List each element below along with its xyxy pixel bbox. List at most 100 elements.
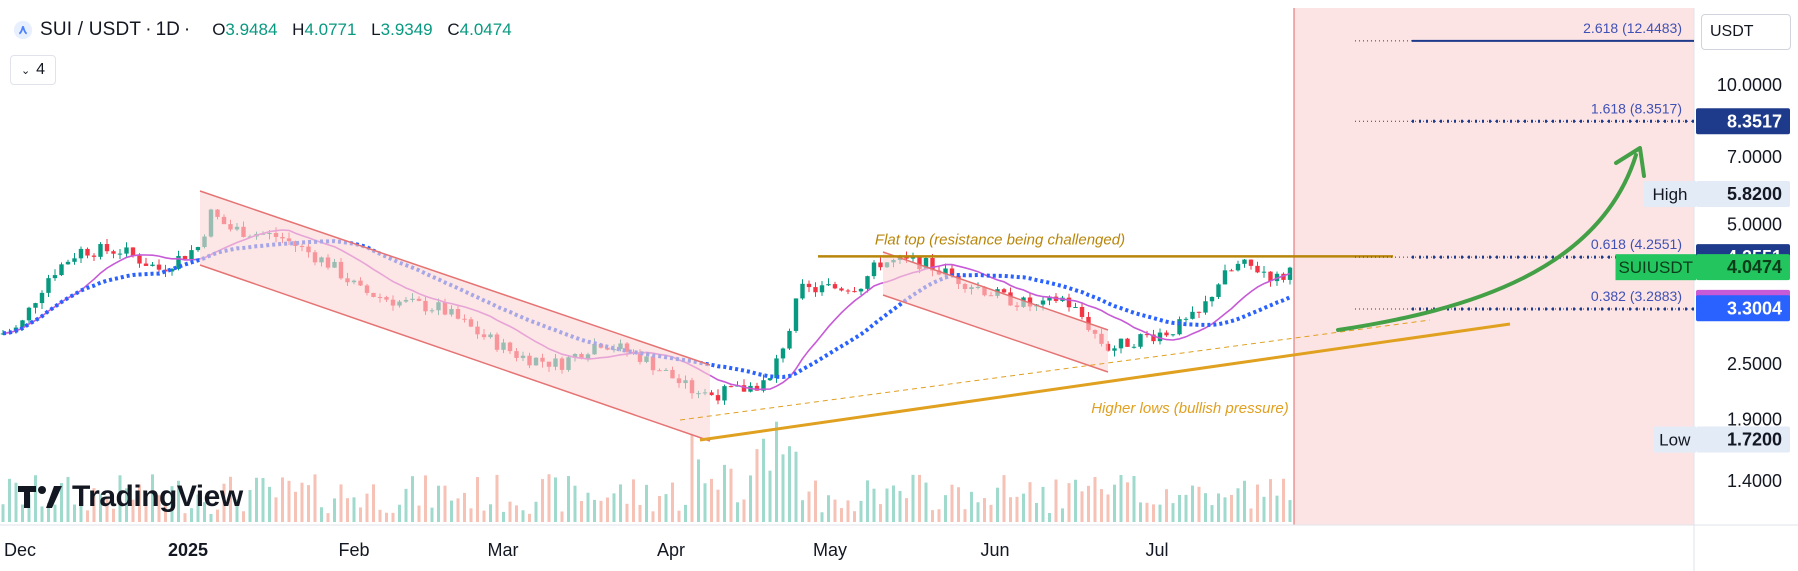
candle-body (754, 385, 760, 391)
low-value: 3.9349 (380, 20, 433, 39)
x-tick-label: Jun (980, 540, 1009, 560)
volume-bar (1236, 488, 1240, 522)
volume-bar (697, 459, 700, 522)
volume-bar (1041, 486, 1045, 522)
volume-bar (528, 513, 531, 522)
price-badge-label: SUIUSDT (1618, 258, 1693, 277)
volume-bar (1269, 479, 1272, 522)
volume-bar (92, 488, 96, 522)
volume-bar (651, 511, 655, 522)
timeframe[interactable]: 1D (155, 19, 180, 40)
candle-body (871, 262, 877, 277)
candle-body (1248, 259, 1254, 266)
candle-body (189, 250, 194, 260)
symbol-name[interactable]: SUI / USDT (40, 19, 142, 40)
volume-bar (196, 494, 200, 522)
volume-bar (1126, 482, 1129, 522)
volume-bar (950, 484, 954, 522)
volume-bar (339, 484, 343, 522)
candle-body (1229, 270, 1234, 272)
x-tick-label: Apr (657, 540, 685, 560)
volume-bar (508, 501, 512, 522)
candle-body (858, 288, 864, 292)
candle-body (156, 264, 162, 270)
volume-bar (645, 484, 648, 522)
volume-bar (918, 474, 921, 522)
volume-bar (456, 498, 460, 522)
volume-bar (300, 482, 304, 522)
candle-body (33, 303, 38, 308)
candle-body (1177, 319, 1182, 335)
volume-bar (1113, 484, 1116, 522)
candle-body (878, 262, 883, 268)
volume-bar (274, 497, 278, 522)
candle-body (1125, 338, 1130, 347)
volume-bar (450, 500, 453, 522)
candle-body (137, 255, 142, 264)
tradingview-wordmark: TradingView (72, 480, 243, 513)
candle-body (1261, 271, 1267, 273)
volume-bar (1002, 475, 1006, 522)
volume-bar (866, 480, 869, 522)
volume-bar (541, 479, 544, 522)
volume-bar (99, 494, 102, 522)
volume-bar (177, 480, 180, 522)
volume-bar (677, 510, 681, 522)
volume-bar (924, 482, 928, 522)
candle-body (793, 298, 799, 331)
volume-bar (892, 485, 895, 522)
volume-bar (151, 474, 154, 522)
volume-bar (138, 484, 141, 522)
candle-body (761, 380, 766, 391)
candle-body (917, 256, 922, 270)
candle-body (1118, 338, 1124, 349)
candle-body (1066, 297, 1072, 308)
volume-bar (346, 498, 349, 522)
candle-body (722, 386, 727, 401)
volume-bar (320, 507, 323, 522)
volume-bar (287, 480, 291, 522)
candle-body (1138, 334, 1143, 347)
volume-bar (105, 496, 109, 522)
y-tick-label: 10.0000 (1717, 75, 1782, 95)
channel-lower-line (882, 294, 1109, 373)
candle-body (111, 251, 116, 254)
volume-bar (53, 504, 57, 522)
volume-bar (1035, 502, 1038, 522)
volume-bar (424, 475, 427, 522)
volume-bar (1191, 485, 1194, 522)
candle-body (1027, 297, 1033, 307)
indicators-toggle-button[interactable]: ⌄ 4 (10, 55, 56, 85)
volume-bar (625, 503, 629, 522)
volume-bar (391, 512, 395, 522)
volume-bar (125, 488, 128, 522)
volume-bar (742, 499, 746, 522)
volume-bar (14, 482, 18, 522)
volume-bar (352, 497, 356, 522)
price-badge-label: Low (1659, 431, 1691, 450)
volume-bar (60, 483, 63, 522)
volume-bar (411, 476, 414, 522)
sui-logo-icon (13, 20, 33, 40)
candle-body (728, 386, 734, 388)
volume-bar (879, 504, 882, 522)
candle-body (839, 288, 844, 291)
volume-bar (1139, 502, 1142, 522)
currency-button[interactable]: USDT (1701, 14, 1791, 50)
volume-bar (905, 498, 908, 522)
higher-lows-annotation: Higher lows (bullish pressure) (1091, 400, 1289, 417)
volume-bar (21, 504, 24, 522)
candle-body (1196, 311, 1202, 313)
volume-bar (1288, 500, 1292, 522)
volume-bar (1243, 480, 1246, 522)
volume-bar (872, 488, 876, 522)
volume-bar (463, 492, 466, 522)
volume-bar (976, 502, 980, 522)
volume-bar (66, 476, 70, 522)
volume-bar (781, 454, 785, 522)
candle-body (1242, 259, 1247, 264)
candle-body (1222, 270, 1228, 285)
y-tick-label: 1.4000 (1727, 471, 1782, 491)
